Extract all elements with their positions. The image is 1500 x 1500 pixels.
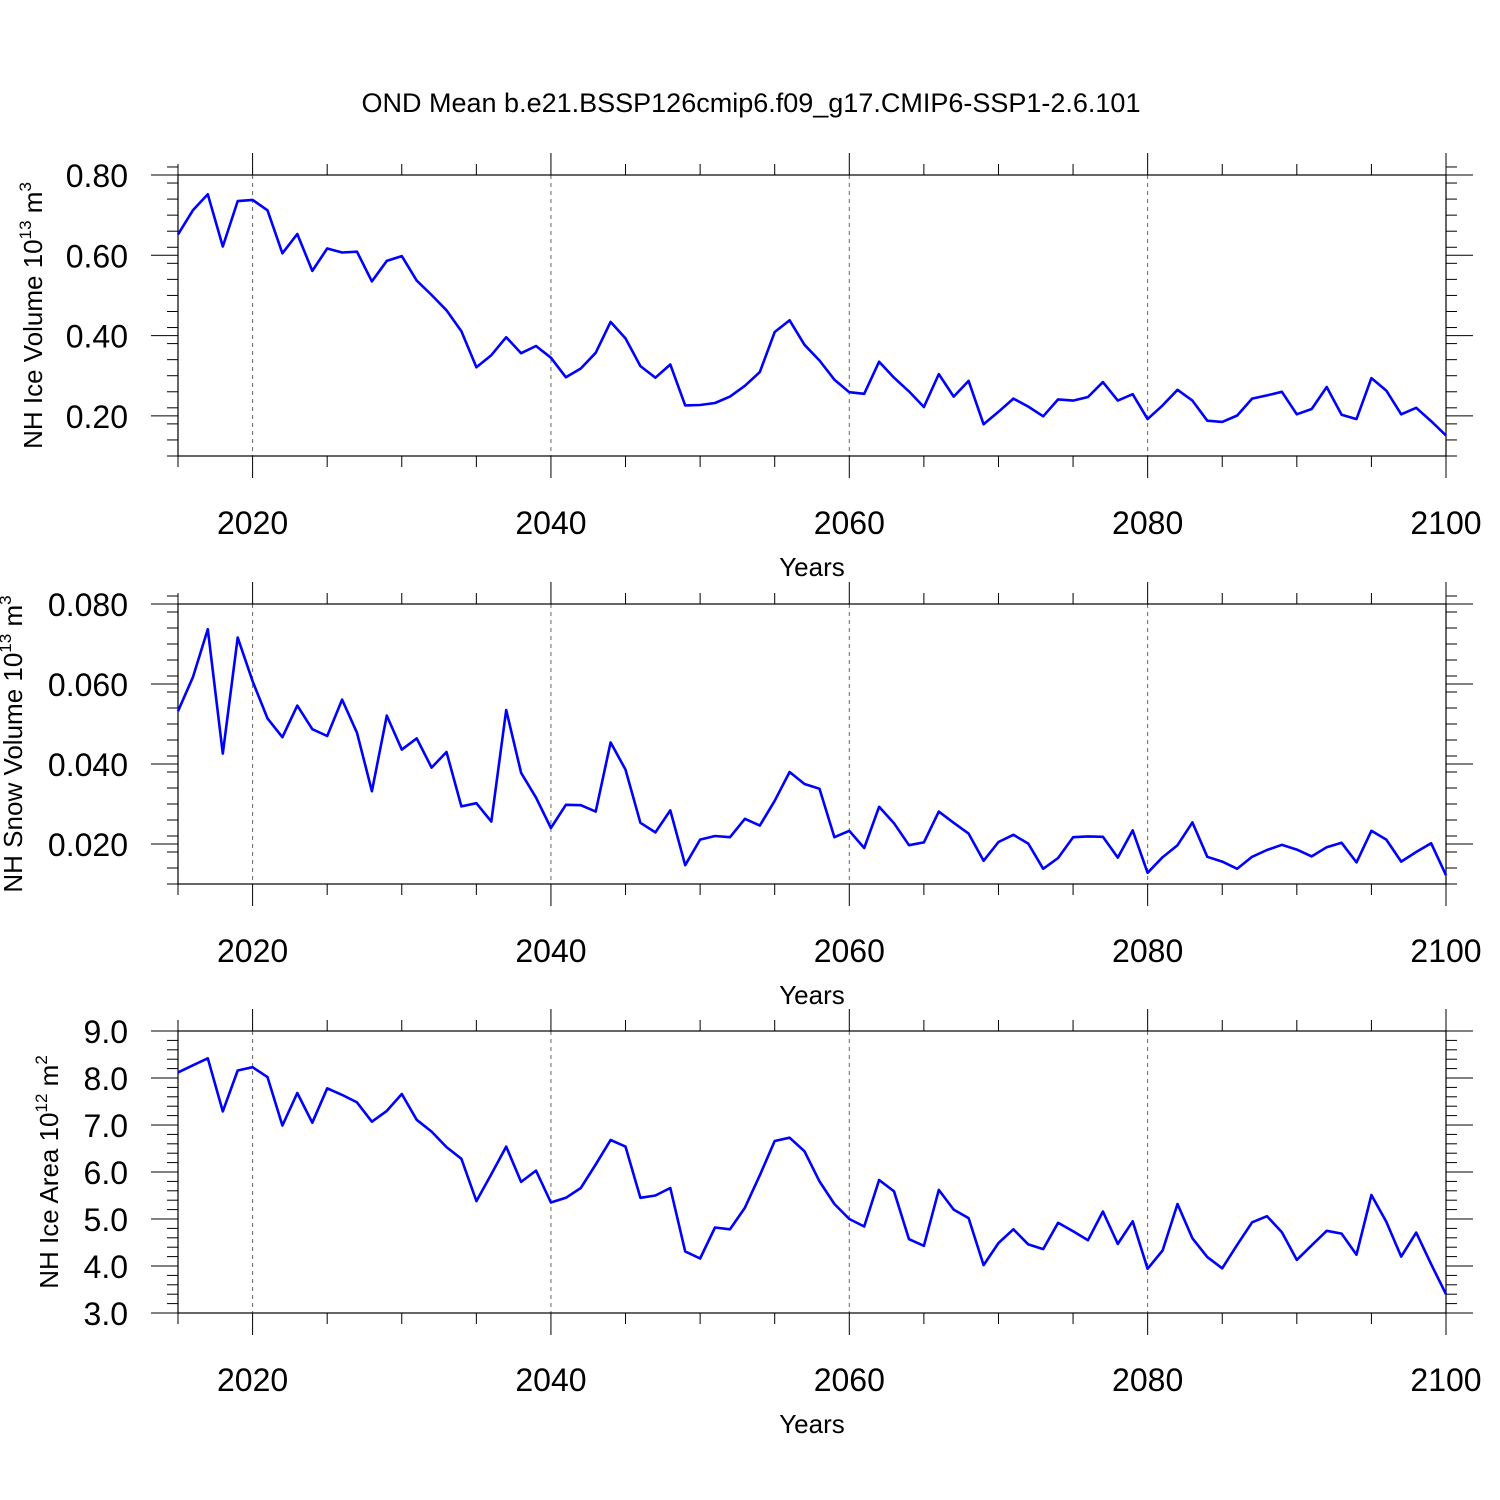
x-axis-label: Years <box>779 1409 845 1439</box>
x-tick-label: 2100 <box>1410 1362 1481 1398</box>
x-tick-label: 2100 <box>1410 933 1481 969</box>
series-line <box>176 627 1448 876</box>
y-tick-label: 0.080 <box>48 587 128 623</box>
y-tick-label: 8.0 <box>84 1061 128 1097</box>
series-line <box>177 1057 1448 1295</box>
x-tick-label: 2080 <box>1112 933 1183 969</box>
x-tick-label: 2040 <box>515 933 586 969</box>
y-tick-label: 7.0 <box>84 1108 128 1144</box>
y-tick-label: 0.40 <box>66 319 128 355</box>
y-tick-label: 0.60 <box>66 238 128 274</box>
panel-3: 2020 2040 2060 2080 2100 3.0 4.0 5.0 6.0 7.0 8.0 9.… <box>32 1009 1482 1439</box>
plot-frame <box>177 1030 1447 1314</box>
series-line <box>176 193 1447 437</box>
y-axis-label: NH Ice Area 1012 m2 <box>32 1055 64 1289</box>
x-tick-label: 2060 <box>814 1362 885 1398</box>
x-axis-label: Years <box>779 552 845 582</box>
x-tick-label: 2040 <box>515 505 586 541</box>
x-tick-label: 2020 <box>217 505 288 541</box>
y-tick-label: 4.0 <box>84 1249 128 1285</box>
y-tick-label: 6.0 <box>84 1155 128 1191</box>
x-tick-label: 2080 <box>1112 505 1183 541</box>
y-tick-label: 0.20 <box>66 399 128 435</box>
panel-1: 2020 2040 2060 2080 2100 0.20 0.40 0.60 0.80 Year… <box>16 153 1482 582</box>
y-tick-label: 0.020 <box>48 827 128 863</box>
x-tick-label: 2020 <box>217 933 288 969</box>
panel-2: 2020 2040 2060 2080 2100 0.020 0.040 0.060 0.080… <box>0 582 1482 1010</box>
x-tick-label: 2060 <box>814 505 885 541</box>
x-axis-label: Years <box>779 980 845 1010</box>
x-tick-label: 2020 <box>217 1362 288 1398</box>
y-tick-label: 0.060 <box>48 667 128 703</box>
plot-frame <box>177 603 1447 885</box>
x-tick-label: 2060 <box>814 933 885 969</box>
y-axis-label: NH Snow Volume 1013 m3 <box>0 595 28 892</box>
chart-title: OND Mean b.e21.BSSP126cmip6.f09_g17.CMIP… <box>362 88 1141 118</box>
y-tick-label: 5.0 <box>84 1202 128 1238</box>
plot-frame <box>177 174 1447 457</box>
y-tick-label: 0.80 <box>66 158 128 194</box>
x-tick-label: 2100 <box>1410 505 1481 541</box>
x-tick-label: 2040 <box>515 1362 586 1398</box>
y-tick-label: 3.0 <box>84 1296 128 1332</box>
y-tick-label: 9.0 <box>84 1014 128 1050</box>
y-axis-label: NH Ice Volume 1013 m3 <box>16 182 48 449</box>
y-tick-label: 0.040 <box>48 747 128 783</box>
x-tick-label: 2080 <box>1112 1362 1183 1398</box>
